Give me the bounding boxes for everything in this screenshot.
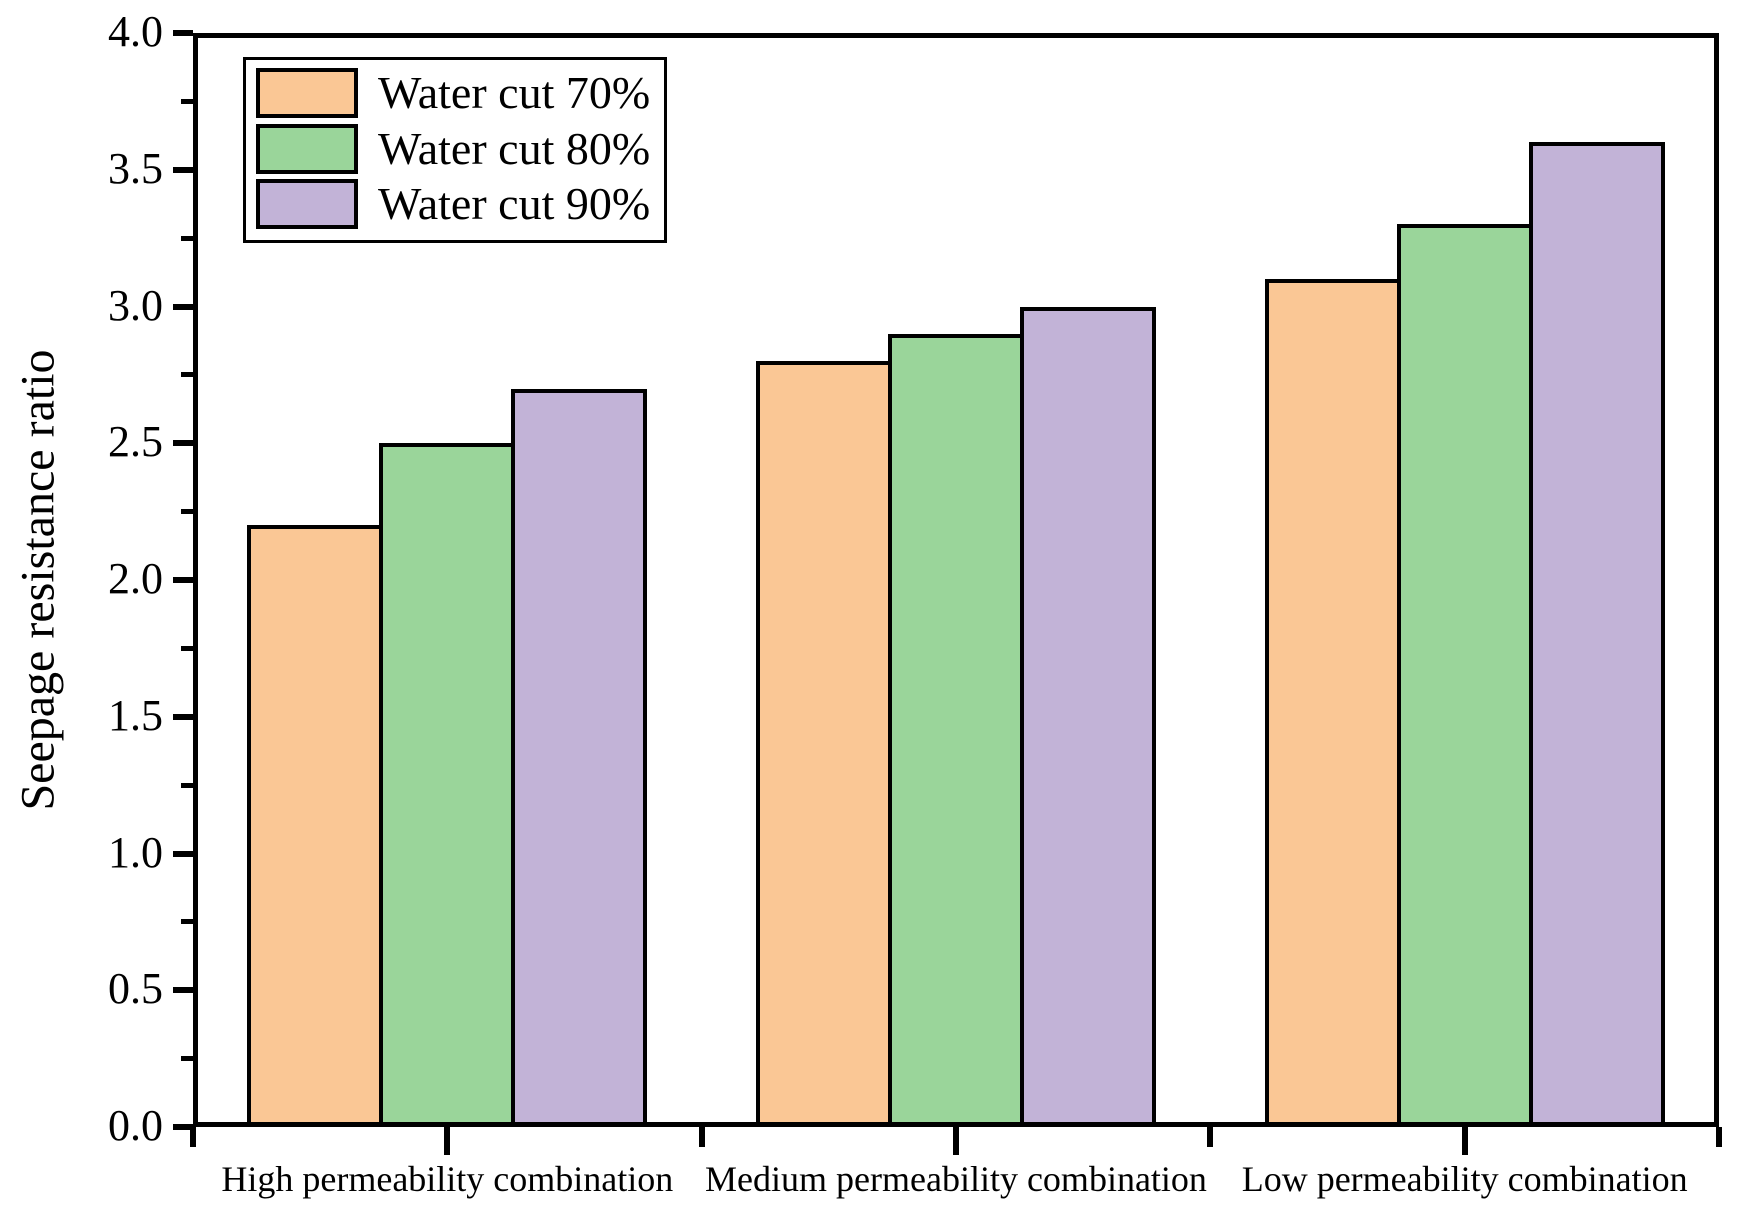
- bar: [755, 361, 892, 1127]
- y-major-tick: [173, 440, 193, 447]
- x-boundary-tick: [1716, 1127, 1722, 1147]
- bar: [1264, 279, 1401, 1127]
- x-category-label: Medium permeability combination: [705, 1159, 1207, 1199]
- bar-group: [1210, 33, 1719, 1127]
- y-tick-label: 3.0: [108, 280, 163, 330]
- legend-swatch: [256, 123, 358, 174]
- bar: [247, 525, 384, 1127]
- y-major-tick: [173, 1124, 193, 1130]
- y-minor-tick: [181, 509, 193, 515]
- bar: [511, 388, 648, 1127]
- y-tick-label: 0.0: [108, 1101, 163, 1151]
- bar: [1396, 224, 1533, 1127]
- x-center-tick: [1461, 1127, 1468, 1155]
- plot-area: 0.0 0.5 1.0 1.5 2.0 2.5 3.0 3.5 4.0 Water cut 70…: [108, 10, 1722, 1199]
- y-major-tick: [173, 850, 193, 857]
- x-category-label: High permeability combination: [221, 1159, 674, 1199]
- y-major-tick: [173, 30, 193, 36]
- bar-group: [193, 33, 702, 1127]
- legend-label: Water cut 80%: [378, 122, 651, 174]
- bar-group: [702, 33, 1211, 1127]
- legend-item: Water cut 80%: [256, 122, 651, 175]
- legend-label: Water cut 70%: [378, 67, 651, 118]
- bar: [1528, 142, 1665, 1127]
- legend-swatch: [256, 179, 358, 230]
- y-minor-tick: [181, 919, 193, 925]
- legend: Water cut 70% Water cut 80% Water cut 90%: [243, 57, 668, 243]
- legend-item: Water cut 90%: [256, 179, 650, 230]
- y-minor-tick: [181, 782, 193, 788]
- y-major-tick: [173, 303, 193, 310]
- y-major-tick: [173, 577, 193, 583]
- y-major-tick: [173, 987, 193, 994]
- y-minor-tick: [181, 372, 193, 378]
- y-minor-tick: [181, 1056, 193, 1062]
- legend-item: Water cut 70%: [256, 67, 651, 119]
- y-minor-tick: [181, 645, 193, 651]
- bar: [887, 333, 1024, 1127]
- x-boundary-tick: [698, 1127, 705, 1147]
- y-tick-label: 4.0: [108, 7, 163, 57]
- x-category-label: Low permeability combination: [1241, 1159, 1688, 1199]
- y-major-tick: [173, 166, 193, 173]
- legend-label: Water cut 90%: [378, 178, 651, 230]
- y-minor-tick: [181, 235, 193, 241]
- legend-swatch: [256, 68, 358, 119]
- y-tick-label: 2.5: [108, 417, 163, 467]
- bar: [1019, 306, 1156, 1127]
- y-tick-label: 2.0: [108, 554, 163, 604]
- x-boundary-tick: [190, 1127, 196, 1147]
- y-tick-label: 1.0: [108, 827, 163, 877]
- x-center-tick: [953, 1127, 959, 1155]
- y-minor-tick: [181, 98, 193, 104]
- y-axis-labels: 0.0 0.5 1.0 1.5 2.0 2.5 3.0 3.5 4.0: [43, 10, 163, 1148]
- y-tick-label: 0.5: [108, 964, 163, 1014]
- y-tick-label: 1.5: [108, 690, 163, 740]
- x-boundary-tick: [1207, 1127, 1214, 1147]
- bar: [379, 443, 516, 1127]
- x-center-tick: [444, 1127, 451, 1155]
- y-tick-label: 3.5: [108, 143, 163, 193]
- y-major-tick: [173, 713, 193, 720]
